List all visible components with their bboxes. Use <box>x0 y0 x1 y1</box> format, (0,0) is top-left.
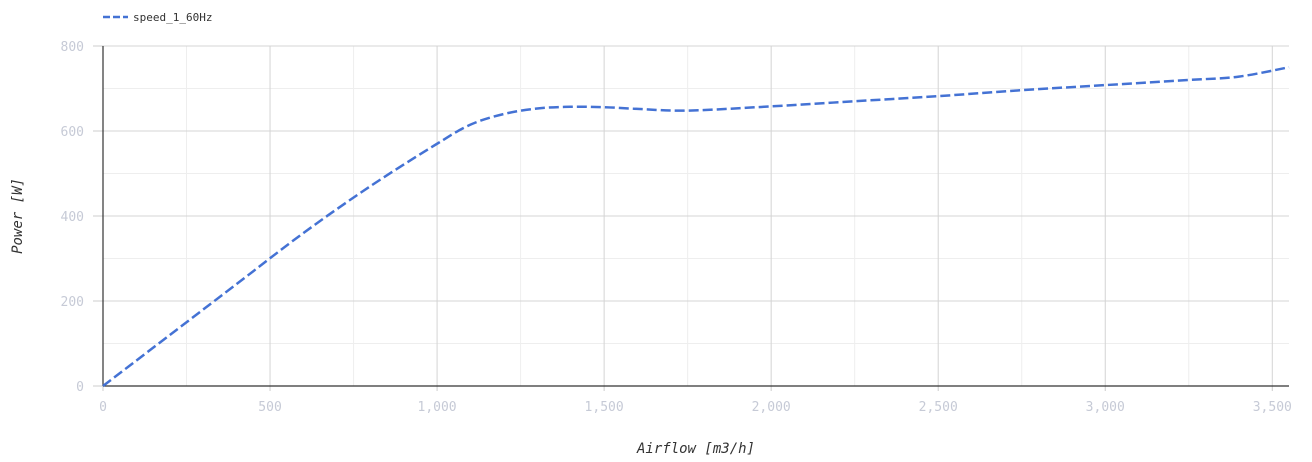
series-layer <box>102 66 1290 387</box>
series-line-speed_1_60Hz[interactable] <box>102 66 1290 387</box>
legend[interactable]: speed_1_60Hz <box>103 11 212 24</box>
x-tick-label: 500 <box>258 400 281 415</box>
x-tick-label: 2,000 <box>752 400 791 415</box>
y-tick-label: 800 <box>61 40 84 55</box>
y-tick-label: 600 <box>61 125 84 140</box>
x-tick-label: 2,500 <box>919 400 958 415</box>
y-tick-labels: 0 200 400 600 800 <box>61 40 84 395</box>
x-tick-labels: 0 500 1,000 1,500 2,000 2,500 3,000 3,500 <box>99 400 1292 415</box>
legend-label: speed_1_60Hz <box>133 11 212 24</box>
major-grid <box>103 45 1289 386</box>
x-tick-label: 1,000 <box>418 400 457 415</box>
x-axis-title: Airflow [m3/h] <box>636 441 755 457</box>
x-tick-label: 0 <box>99 400 107 415</box>
x-tick-label: 3,500 <box>1253 400 1292 415</box>
axes <box>93 45 1289 391</box>
y-tick-label: 0 <box>76 380 84 395</box>
x-tick-label: 3,000 <box>1086 400 1125 415</box>
x-tick-label: 1,500 <box>585 400 624 415</box>
y-tick-label: 200 <box>61 295 84 310</box>
y-axis-title: Power [W] <box>10 178 26 254</box>
y-tick-label: 400 <box>61 210 84 225</box>
